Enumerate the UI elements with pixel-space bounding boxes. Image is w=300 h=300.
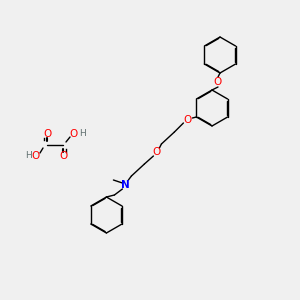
Text: O: O [183,115,191,125]
Text: H: H [79,130,86,139]
Text: N: N [121,180,130,190]
Text: O: O [43,129,51,139]
Text: O: O [70,129,78,139]
Text: O: O [152,147,160,157]
Text: O: O [214,77,222,87]
Text: O: O [32,151,40,161]
Text: H: H [25,152,32,160]
Text: O: O [59,151,67,161]
